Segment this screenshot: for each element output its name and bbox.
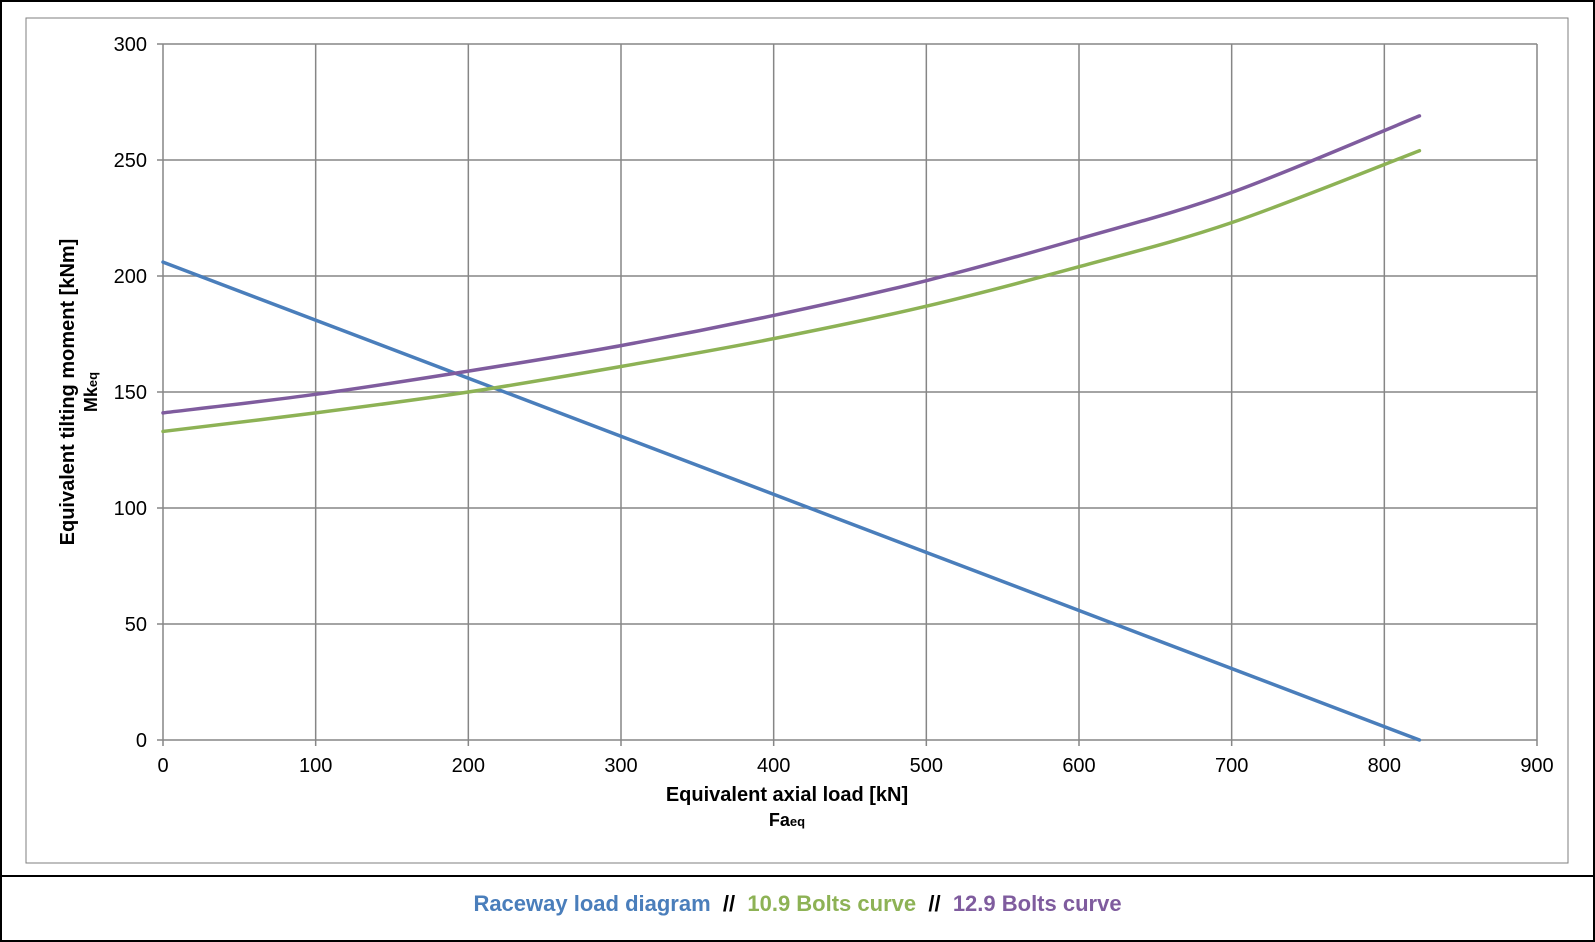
x-axis-symbol-main: Fa [769, 810, 791, 830]
y-tick-label: 200 [114, 266, 147, 288]
x-tick-label: 800 [1368, 755, 1401, 777]
series-lines [161, 114, 1422, 742]
y-axis-symbol-sub: eq [85, 372, 100, 387]
y-axis-symbol: Mkeq [81, 372, 101, 412]
x-tick-label: 500 [910, 755, 943, 777]
series-line-0 [161, 260, 1422, 742]
legend-item-10-9-bolts: 10.9 Bolts curve [747, 891, 917, 916]
y-tick-label: 50 [125, 614, 147, 636]
x-tick-label: 600 [1062, 755, 1095, 777]
series-line-2 [161, 114, 1422, 415]
chart-area-border [25, 17, 1569, 864]
legend-separator: // [711, 891, 748, 917]
legend-separator-text: // [928, 891, 941, 916]
x-tick-label: 200 [452, 755, 485, 777]
x-tick-label: 900 [1520, 755, 1553, 777]
tick-labels: 0 100 200 300 400 500 600 700 800 900 0 50 100 150 200… [114, 34, 1554, 777]
y-tick-label: 100 [114, 498, 147, 520]
x-axis-symbol-sub: eq [790, 814, 805, 829]
grid [157, 43, 1538, 746]
y-axis-title: Equivalent tilting moment [kNm] [57, 239, 79, 546]
y-axis-symbol-main: Mk [81, 386, 101, 412]
x-tick-label: 300 [604, 755, 637, 777]
x-tick-label: 700 [1215, 755, 1248, 777]
legend-item-raceway: Raceway load diagram [473, 891, 711, 916]
legend: Raceway load diagram // 10.9 Bolts curve… [0, 876, 1595, 932]
x-axis-title: Equivalent axial load [kN] [666, 784, 908, 806]
y-tick-label: 250 [114, 150, 147, 172]
legend-item-12-9-bolts: 12.9 Bolts curve [952, 891, 1122, 916]
x-axis-symbol: Faeq [769, 810, 805, 830]
y-tick-label: 300 [114, 34, 147, 56]
x-tick-label: 400 [757, 755, 790, 777]
legend-separator-text: // [722, 891, 736, 916]
legend-separator: // [916, 891, 953, 917]
y-tick-label: 150 [114, 382, 147, 404]
y-tick-label: 0 [136, 730, 147, 752]
x-tick-label: 0 [157, 755, 168, 777]
series-line-1 [161, 148, 1422, 434]
x-tick-label: 100 [299, 755, 332, 777]
